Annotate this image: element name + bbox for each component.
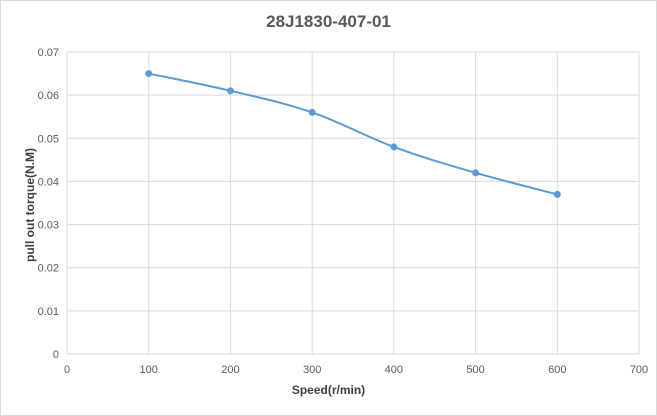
x-tick-label: 700: [630, 364, 648, 376]
x-tick-label: 300: [303, 364, 321, 376]
y-tick-label: 0.05: [38, 133, 59, 145]
x-tick-label: 500: [466, 364, 484, 376]
series-layer: [145, 70, 561, 198]
y-tick-label: 0.01: [38, 306, 59, 318]
data-point: [472, 169, 480, 177]
x-axis-title: Speed(r/min): [291, 383, 366, 397]
y-tick-label: 0.06: [38, 90, 59, 102]
y-axis-title: pull out torque(N.M): [23, 148, 37, 262]
data-point: [145, 70, 153, 78]
data-point: [226, 87, 234, 95]
y-tick-label: 0.02: [38, 263, 59, 275]
x-tick-label: 200: [221, 364, 239, 376]
y-tick-label: 0.04: [38, 176, 59, 188]
data-point: [390, 143, 398, 151]
x-tick-label: 600: [548, 364, 566, 376]
y-tick-label: 0.07: [38, 47, 59, 59]
x-tick-label: 100: [140, 364, 158, 376]
chart-title: 28J1830-407-01: [266, 12, 391, 31]
data-point: [553, 190, 561, 198]
series-line: [148, 72, 558, 196]
y-tick-label: 0.03: [38, 220, 59, 232]
tick-labels: 0 100 200 300 400 500 600 700 0 0.01 0.02 0.03 0.04 0…: [38, 47, 649, 376]
x-tick-label: 400: [385, 364, 403, 376]
x-tick-label: 0: [64, 364, 70, 376]
gridlines: [66, 51, 640, 355]
y-tick-label: 0: [53, 349, 59, 361]
data-point: [308, 108, 316, 116]
